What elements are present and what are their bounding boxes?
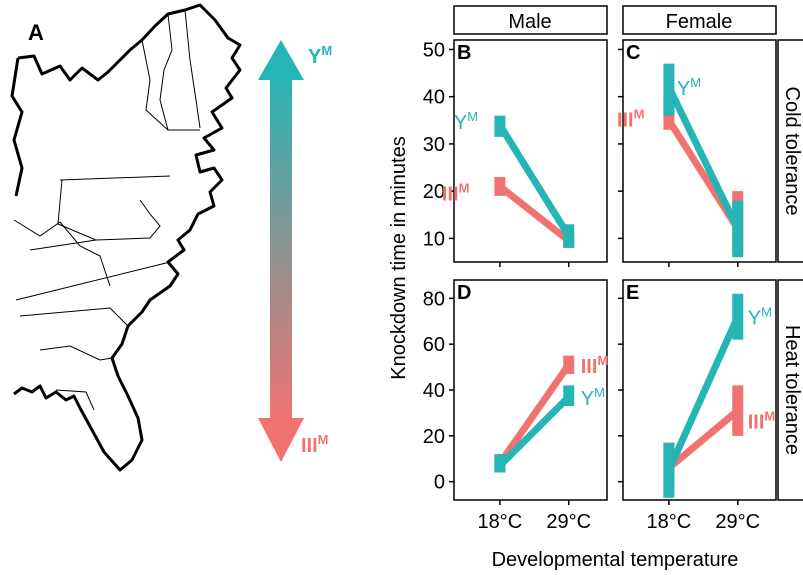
series-label-sup: M	[597, 353, 608, 368]
series-label-sup: M	[634, 106, 645, 121]
series-ym	[663, 293, 744, 498]
data-point	[734, 225, 742, 233]
x-tick-label: 18°C	[647, 511, 692, 533]
data-point	[734, 407, 742, 415]
series-label-main: Y	[454, 112, 467, 134]
data-point	[665, 83, 673, 91]
panel-a: A	[10, 3, 332, 472]
series-label-main: III	[617, 109, 634, 131]
series-line	[497, 394, 572, 469]
y-tick-label: 20	[423, 426, 445, 448]
strip-male	[453, 5, 608, 35]
y-tick-label: 40	[423, 380, 445, 402]
arrow-top-label-main: Y	[308, 46, 322, 68]
y-tick-label: 20	[423, 181, 445, 203]
series-label-iiim: IIIM	[617, 106, 645, 131]
arrow-bottom-label-sup: M	[318, 432, 329, 447]
arrow-bottom-label: IIIM	[301, 432, 329, 457]
series-label-iiim: IIIM	[442, 180, 470, 205]
arrow-top-label-sup: M	[321, 43, 332, 58]
panel-frame	[622, 279, 777, 501]
series-line	[665, 315, 741, 472]
panel-label: D	[457, 282, 471, 304]
series-label-ym: YM	[581, 385, 605, 410]
panel-a-label: A	[28, 20, 44, 45]
y-tick-label: 80	[423, 288, 445, 310]
series-label-iiim: IIIM	[748, 409, 776, 434]
series-label-sup: M	[459, 180, 470, 195]
y-tick-label: 0	[434, 472, 445, 494]
arrow-bottom-label-main: III	[301, 435, 318, 457]
panel-label: C	[626, 42, 640, 64]
panel-label: B	[457, 42, 471, 64]
y-tick-label: 30	[423, 134, 445, 156]
us-east-coast-map-icon	[10, 3, 242, 472]
y-tick-label: 10	[423, 228, 445, 250]
series-label-sup: M	[467, 109, 478, 124]
strip-male-label: Male	[508, 11, 551, 33]
panel-label: E	[626, 282, 639, 304]
series-ym	[663, 63, 744, 258]
series-label-sup: M	[594, 385, 605, 400]
y-axis-title: Knockdown time in minutes	[388, 136, 410, 379]
series-line	[665, 85, 741, 231]
series-label-sup: M	[764, 409, 775, 424]
x-tick-label: 29°C	[715, 511, 760, 533]
data-point	[565, 232, 573, 240]
data-point	[665, 116, 673, 124]
facet-strips: Male Female Cold tolerance Heat toleranc…	[453, 5, 803, 501]
data-point	[734, 313, 742, 321]
series-label-main: Y	[677, 78, 690, 100]
series-label-main: Y	[581, 388, 594, 410]
series-label-sup: M	[690, 75, 701, 90]
y-tick-label: 40	[423, 87, 445, 109]
strip-cold-label: Cold tolerance	[781, 87, 803, 216]
series-label-main: Y	[748, 308, 761, 330]
series-ym	[494, 115, 575, 248]
series-line	[496, 123, 572, 238]
data-point	[496, 462, 504, 470]
cline-arrow-icon	[258, 40, 304, 462]
series-label-main: III	[442, 183, 459, 205]
x-tick-label: 18°C	[478, 511, 523, 533]
x-tick-label: 29°C	[546, 511, 591, 533]
series-ym	[494, 385, 575, 473]
y-tick-label: 60	[423, 334, 445, 356]
strip-heat	[777, 279, 803, 501]
series-label-sup: M	[761, 305, 772, 320]
series-label-ym: YM	[677, 75, 701, 100]
data-point	[565, 393, 573, 401]
x-axis-title: Developmental temperature	[492, 549, 739, 571]
data-point	[496, 182, 504, 190]
y-tick-label: 50	[423, 39, 445, 61]
series-label-iiim: IIIM	[581, 353, 609, 378]
series-label-ym: YM	[748, 305, 772, 330]
series-line	[497, 183, 571, 244]
data-point	[665, 466, 673, 474]
series-line	[666, 407, 740, 471]
series-label-main: III	[748, 412, 765, 434]
arrow-top-label: YM	[308, 43, 332, 68]
strip-cold	[777, 39, 803, 263]
series-line	[497, 362, 572, 466]
series-label-main: III	[581, 356, 598, 378]
panel-frame	[453, 279, 608, 501]
strip-female	[622, 5, 777, 35]
data-point	[565, 361, 573, 369]
data-point	[496, 121, 504, 129]
strip-female-label: Female	[666, 11, 733, 33]
series-label-ym: YM	[454, 109, 478, 134]
strip-heat-label: Heat tolerance	[781, 325, 803, 455]
panel-frame	[453, 39, 608, 263]
